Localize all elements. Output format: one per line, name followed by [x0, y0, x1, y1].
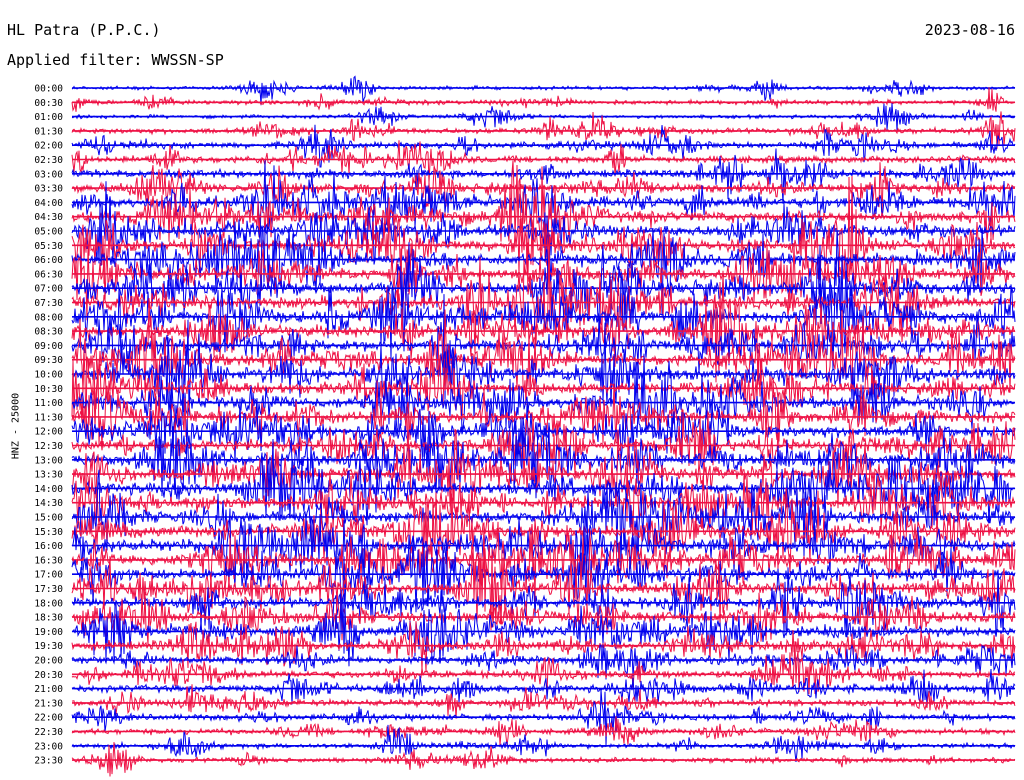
row-label-1830: 18:30	[34, 613, 63, 624]
row-label-1200: 12:00	[34, 427, 63, 438]
row-label-0500: 05:00	[34, 227, 63, 238]
trace-row-0800	[71, 271, 1016, 370]
row-label-0200: 02:00	[34, 141, 63, 152]
trace-row-1900	[71, 594, 1016, 667]
row-label-2200: 22:00	[34, 713, 63, 724]
row-label-2300: 23:00	[34, 741, 63, 752]
row-label-1800: 18:00	[34, 598, 63, 609]
station-title: HL Patra (P.P.C.)	[7, 21, 161, 39]
trace-row-1000	[71, 319, 1016, 426]
row-label-0530: 05:30	[34, 241, 63, 252]
row-label-1000: 10:00	[34, 370, 63, 381]
row-label-2330: 23:30	[34, 756, 63, 767]
trace-row-1430	[71, 472, 1016, 540]
row-label-0030: 00:30	[34, 98, 63, 109]
trace-row-2030	[71, 641, 1016, 695]
trace-row-0030	[71, 87, 1016, 112]
row-label-1030: 10:30	[34, 384, 63, 395]
trace-row-1600	[71, 508, 1016, 587]
trace-row-2130	[71, 684, 1016, 719]
row-label-0230: 02:30	[34, 155, 63, 166]
row-label-2130: 21:30	[34, 698, 63, 709]
row-label-1600: 16:00	[34, 541, 63, 552]
trace-row-1930	[71, 621, 1016, 672]
row-label-1100: 11:00	[34, 398, 63, 409]
filter-label: Applied filter: WWSSN-SP	[7, 51, 224, 69]
row-label-0000: 00:00	[34, 84, 63, 95]
row-label-1230: 12:30	[34, 441, 63, 452]
row-label-2230: 22:30	[34, 727, 63, 738]
row-label-2030: 20:30	[34, 670, 63, 681]
row-label-1300: 13:00	[34, 455, 63, 466]
trace-row-2230	[71, 716, 1016, 746]
row-label-1330: 13:30	[34, 470, 63, 481]
row-label-0100: 01:00	[34, 112, 63, 123]
row-label-0830: 08:30	[34, 327, 63, 338]
row-label-1530: 15:30	[34, 527, 63, 538]
row-label-1700: 17:00	[34, 570, 63, 581]
row-label-0130: 01:30	[34, 126, 63, 137]
trace-row-1830	[71, 591, 1016, 645]
row-label-0600: 06:00	[34, 255, 63, 266]
row-label-1930: 19:30	[34, 641, 63, 652]
row-label-1730: 17:30	[34, 584, 63, 595]
row-label-0630: 06:30	[34, 269, 63, 280]
row-label-0700: 07:00	[34, 284, 63, 295]
row-label-1130: 11:30	[34, 412, 63, 423]
row-label-1630: 16:30	[34, 555, 63, 566]
row-label-0930: 09:30	[34, 355, 63, 366]
row-label-0400: 04:00	[34, 198, 63, 209]
trace-row-1130	[71, 359, 1016, 450]
row-label-0900: 09:00	[34, 341, 63, 352]
trace-row-0630	[71, 240, 1016, 321]
trace-row-0300	[71, 148, 1016, 204]
trace-row-1700	[71, 534, 1016, 613]
row-label-1900: 19:00	[34, 627, 63, 638]
row-label-2100: 21:00	[34, 684, 63, 695]
row-label-1500: 15:00	[34, 513, 63, 524]
row-label-2000: 20:00	[34, 656, 63, 667]
row-label-1400: 14:00	[34, 484, 63, 495]
date-label: 2023-08-16	[924, 21, 1015, 39]
row-label-0300: 03:00	[34, 169, 63, 180]
row-label-0430: 04:30	[34, 212, 63, 223]
row-label-0800: 08:00	[34, 312, 63, 323]
row-label-1430: 14:30	[34, 498, 63, 509]
row-label-0730: 07:30	[34, 298, 63, 309]
row-label-0330: 03:30	[34, 184, 63, 195]
trace-row-2200	[71, 689, 1016, 746]
